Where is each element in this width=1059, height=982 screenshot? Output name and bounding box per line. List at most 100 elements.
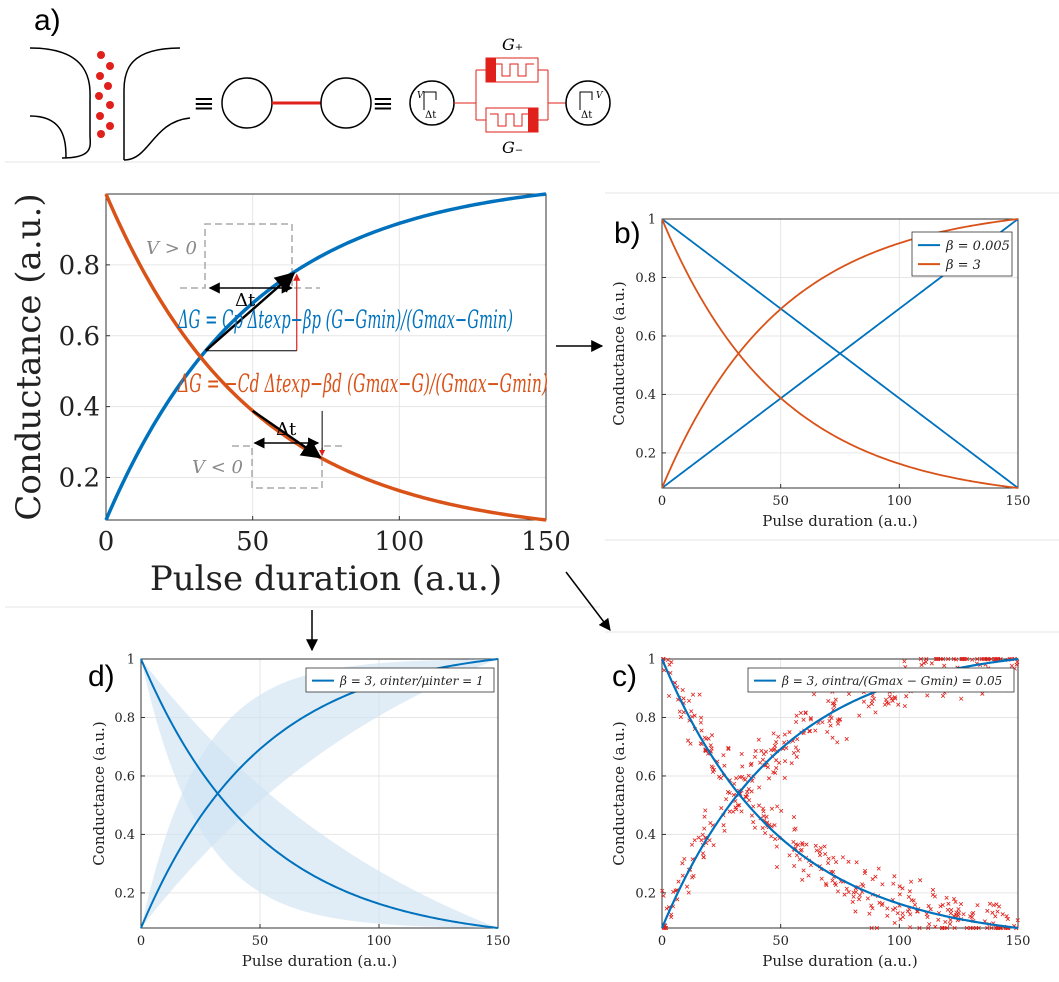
noise-point bbox=[700, 851, 706, 856]
noise-point bbox=[808, 715, 813, 721]
noise-point bbox=[940, 902, 945, 908]
noise-point bbox=[678, 714, 684, 720]
noise-point bbox=[900, 911, 905, 916]
noise-point bbox=[891, 881, 896, 886]
plot-area bbox=[106, 194, 546, 520]
noise-point bbox=[753, 748, 758, 754]
noise-point bbox=[725, 789, 731, 795]
y-tick-label: 0.4 bbox=[59, 393, 100, 423]
noise-point bbox=[721, 823, 726, 828]
main-plot: 0 50 100 150 0.2 0.4 0.6 0.8 Pulse duration (a.u… bbox=[9, 192, 571, 599]
variability-band-depression bbox=[141, 659, 498, 928]
noise-point bbox=[954, 910, 959, 915]
noise-point bbox=[871, 696, 877, 701]
noise-point bbox=[951, 896, 957, 901]
noise-point bbox=[857, 713, 862, 718]
noise-point bbox=[907, 889, 912, 894]
svg-text:V: V bbox=[417, 91, 425, 101]
noise-point bbox=[808, 717, 814, 722]
noise-point bbox=[680, 861, 685, 866]
x-tick-label: 150 bbox=[521, 527, 571, 557]
noise-point bbox=[826, 860, 831, 866]
x-axis-label: Pulse duration (a.u.) bbox=[242, 952, 397, 970]
noise-point bbox=[870, 877, 875, 882]
noise-point bbox=[800, 840, 805, 846]
noise-point bbox=[985, 656, 990, 662]
noise-point bbox=[681, 696, 686, 701]
right-electrode-lower bbox=[123, 117, 191, 161]
noise-point bbox=[925, 915, 930, 920]
noise-point bbox=[909, 898, 914, 903]
noise-point bbox=[904, 694, 909, 699]
noise-point bbox=[777, 760, 782, 765]
noise-point bbox=[959, 696, 964, 701]
noise-point bbox=[854, 860, 859, 865]
noise-point bbox=[772, 743, 778, 748]
noise-point bbox=[842, 892, 847, 897]
pulse-negative bbox=[232, 445, 346, 489]
noise-point bbox=[897, 892, 902, 897]
noise-point bbox=[708, 743, 713, 748]
noise-point bbox=[1015, 918, 1020, 923]
y-axis-label: Conductance (a.u.) bbox=[9, 193, 49, 520]
noise-point bbox=[737, 775, 742, 780]
noise-point bbox=[942, 663, 947, 668]
noise-point bbox=[892, 695, 897, 700]
noise-point bbox=[793, 745, 799, 750]
plot-b: 0 50 100 150 0.2 0.4 0.6 0.8 1 Pulse duration (a.… bbox=[610, 213, 1030, 530]
noise-point bbox=[1000, 912, 1005, 917]
noise-point bbox=[794, 713, 799, 718]
noise-point bbox=[739, 751, 744, 757]
noise-point bbox=[896, 702, 901, 707]
noise-point bbox=[798, 710, 803, 716]
noise-point bbox=[961, 656, 966, 662]
step-arrow-depression bbox=[251, 409, 322, 459]
noise-point bbox=[886, 701, 891, 706]
legend-entry: β = 3 bbox=[945, 258, 981, 273]
legend-box bbox=[911, 231, 1013, 277]
noise-point bbox=[930, 887, 936, 892]
y-tick-label: 0.4 bbox=[635, 388, 656, 403]
noise-point bbox=[787, 730, 792, 735]
panel-label-a: a) bbox=[34, 4, 61, 37]
noise-point bbox=[944, 895, 949, 900]
legend-entry: β = 3, σinter/μinter = 1 bbox=[339, 674, 484, 688]
noise-point bbox=[771, 770, 776, 775]
noise-point bbox=[800, 842, 805, 847]
noise-point bbox=[808, 863, 814, 868]
noise-point bbox=[690, 692, 696, 697]
noise-point bbox=[710, 769, 716, 774]
noise-point bbox=[830, 735, 835, 740]
noise-point bbox=[880, 901, 885, 906]
g-minus-label: G₋ bbox=[502, 138, 523, 157]
noise-point bbox=[900, 914, 905, 920]
right-electrode bbox=[123, 47, 181, 160]
noise-point bbox=[954, 657, 959, 662]
noise-point bbox=[861, 883, 866, 889]
noise-point bbox=[758, 760, 763, 765]
noise-point bbox=[741, 776, 746, 781]
noise-point bbox=[846, 890, 851, 895]
x-tick-label: 50 bbox=[252, 934, 269, 949]
noise-point bbox=[934, 656, 939, 662]
noise-point bbox=[976, 925, 981, 931]
noise-point bbox=[726, 746, 731, 752]
curve-depression bbox=[140, 658, 499, 929]
axes-frame bbox=[661, 218, 1019, 489]
noise-point bbox=[956, 906, 961, 912]
noise-point bbox=[826, 856, 831, 861]
x-tick-label: 150 bbox=[486, 934, 511, 949]
arrow-to-c bbox=[565, 571, 611, 631]
panel-label-b: b) bbox=[614, 217, 641, 250]
y-tick-label: 0.8 bbox=[635, 271, 656, 286]
noise-point bbox=[850, 899, 855, 904]
noise-point bbox=[766, 776, 772, 781]
x-axis-label: Pulse duration (a.u.) bbox=[762, 952, 917, 970]
noise-point bbox=[1004, 914, 1009, 919]
noise-point bbox=[663, 925, 669, 931]
x-tick-label: 50 bbox=[772, 934, 789, 949]
noise-point bbox=[882, 702, 888, 707]
noise-point bbox=[709, 746, 714, 751]
noise-point bbox=[779, 808, 784, 813]
